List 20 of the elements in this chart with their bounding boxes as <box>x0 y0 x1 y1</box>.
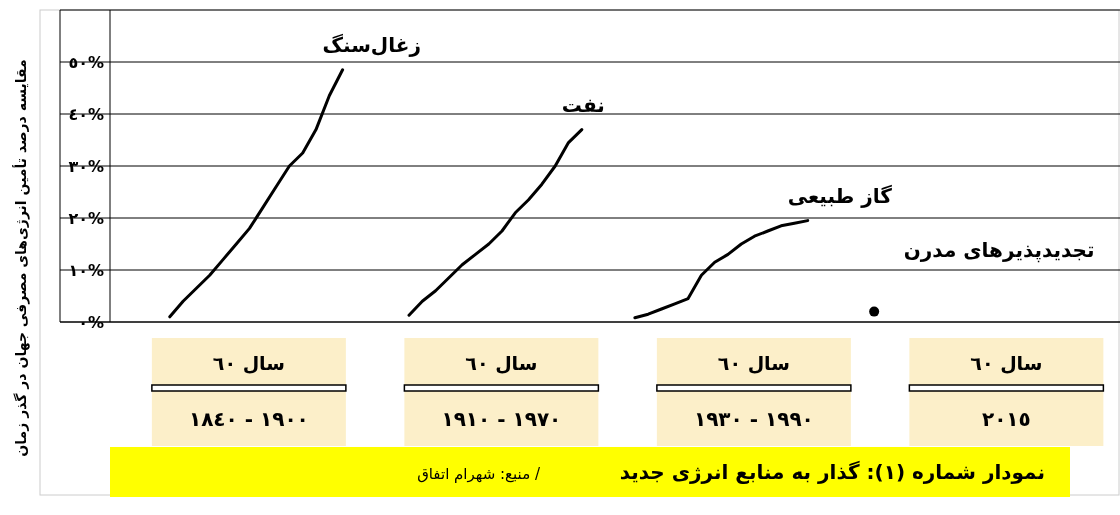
text: ١٩٩٠ - ١٩٣٠ <box>693 407 814 431</box>
text: سال ٦٠ <box>465 352 538 374</box>
y-tick-label: ١٠% <box>68 261 104 280</box>
text: تجدیدپذیرهای مدرن <box>903 237 1095 263</box>
y-axis-title: مقایسه درصد تأمین انرژی‌های مصرفی جهان در گذر زمان <box>12 59 30 457</box>
y-tick-label: ٣٠% <box>68 157 104 176</box>
y-tick-label: ٢٠% <box>68 209 104 228</box>
y-tick-label: ٤٠% <box>68 105 104 124</box>
text: / منبع: شهرام اتفاق <box>417 465 541 483</box>
text: سال ٦٠ <box>212 352 285 374</box>
series-label: نفت <box>561 92 605 117</box>
text: نمودار شماره (١): گذار به منابع انرژی جدید <box>619 460 1045 484</box>
text: ١٩٠٠ - ١٨٤٠ <box>188 407 309 431</box>
y-tick-label: ٥٠% <box>68 53 104 72</box>
series-label: زغال‌سنگ <box>322 32 421 57</box>
text: سال ٦٠ <box>970 352 1043 374</box>
text: ٢٠١٥ <box>981 407 1031 431</box>
series-label: گاز طبیعی <box>787 183 893 208</box>
text: ١٩٧٠ - ١٩١٠ <box>441 407 562 431</box>
text: سال ٦٠ <box>717 352 790 374</box>
